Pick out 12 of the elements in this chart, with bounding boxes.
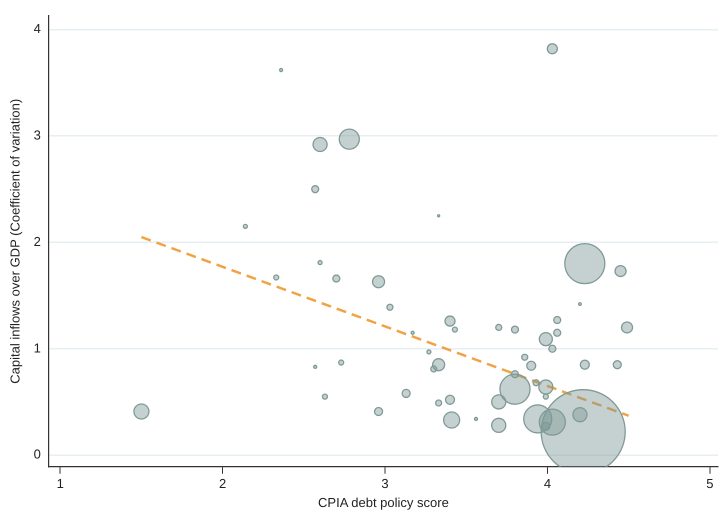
y-tick-label: 1	[34, 340, 41, 356]
y-tick-label: 4	[34, 21, 41, 36]
y-axis-title: Capital inflows over GDP (Coefficient of variation)	[7, 98, 22, 384]
x-tick-label: 3	[381, 476, 389, 492]
y-tick-label: 2	[34, 234, 41, 249]
x-tick-label: 1	[56, 476, 64, 492]
x-tick-label: 2	[219, 476, 226, 492]
y-tick-label: 3	[34, 128, 41, 143]
x-axis-title: CPIA debt policy score	[318, 494, 449, 510]
x-tick-label: 5	[706, 476, 714, 492]
x-tick-label: 4	[544, 476, 552, 492]
y-tick-label: 0	[34, 446, 41, 462]
